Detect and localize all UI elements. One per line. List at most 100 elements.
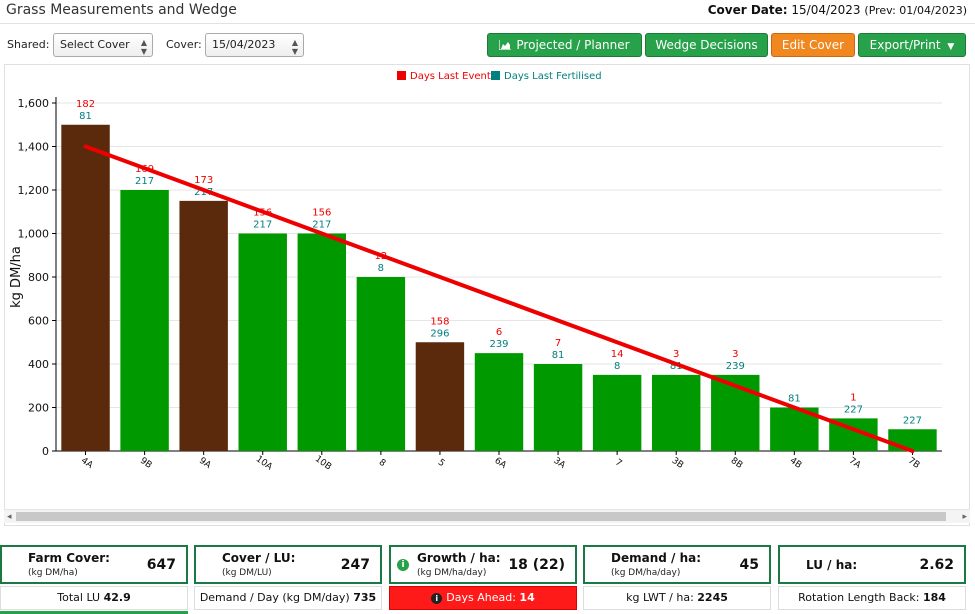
demand-ha-unit: (kg DM/ha/day) [611,568,681,578]
demand-day-label: Demand / Day (kg DM/day) [199,591,350,604]
x-tick-label: 3A [551,456,567,471]
lu-ha-value: 2.62 [919,557,954,573]
days-last-event-label: 6 [496,327,502,338]
cover-label: Cover: [166,38,202,51]
export-print-label: Export/Print [869,38,941,52]
legend-label: Days Last Event [410,71,491,82]
projected-planner-button[interactable]: Projected / Planner [487,33,642,57]
days-ahead-value: 14 [519,591,535,604]
bar [238,233,287,451]
area-chart-icon [498,35,512,57]
bar [120,190,169,451]
days-last-event-label: 158 [430,316,449,327]
y-tick-label: 600 [28,315,49,328]
bar [415,342,465,451]
demand-ha-label: Demand / ha: [611,551,702,565]
bar [651,374,701,451]
edit-cover-button[interactable]: Edit Cover [771,33,855,57]
farm-cover-label: Farm Cover: [28,551,110,565]
lu-ha-card: LU / ha: 2.62 Rotation Length Back: 184 [778,545,966,614]
chart-horizontal-scrollbar[interactable]: ◂ ▸ [4,509,970,523]
days-last-fertilised-label: 239 [489,339,508,350]
days-last-fertilised-label: 8 [378,263,384,274]
days-last-fertilised-label: 81 [552,350,565,361]
demand-day-row: Demand / Day (kg DM/day) 735 [194,586,382,610]
y-tick-label: 200 [28,402,49,415]
cover-lu-value: 247 [340,557,370,573]
rotation-length-value: 184 [922,591,946,604]
legend-swatch [491,71,500,80]
bar [179,200,228,451]
chevron-down-icon: ▲ ▼ [291,38,298,56]
demand-ha-card: Demand / ha: (kg DM/ha/day) 45 kg LWT / … [583,545,771,614]
y-tick-label: 1,200 [18,184,50,197]
y-tick-label: 1,000 [18,228,50,241]
days-last-fertilised-label: 239 [726,361,745,372]
cover-date-label: Cover Date: [707,3,788,17]
days-last-event-label: 14 [611,349,624,360]
cover-lu-unit: (kg DM/LU) [222,568,272,578]
days-last-fertilised-label: 217 [312,220,331,231]
cover-date-value: 15/04/2023 [791,3,861,17]
bar [592,374,642,451]
previous-cover-date: (Prev: 01/04/2023) [864,4,967,17]
info-icon[interactable]: i [431,593,443,604]
days-last-fertilised-label: 296 [430,328,449,339]
x-tick-label: 8 [377,458,388,470]
kg-lwt-label: kg LWT / ha: [626,591,694,604]
demand-day-value: 735 [353,591,377,604]
x-tick-label: 7 [613,458,623,469]
scroll-right-icon[interactable]: ▸ [962,512,967,522]
x-tick-label: 9A [197,456,213,471]
grass-wedge-chart: 0 200 400 600 800 1,000 1,200 1,400 1,600 kg DM/h… [4,64,970,526]
days-ahead-row: i Days Ahead: 14 [389,586,577,610]
days-last-fertilised-label: 81 [670,361,683,372]
days-last-fertilised-label: 217 [135,176,154,187]
days-last-event-label: 182 [76,99,95,110]
page-title: Grass Measurements and Wedge [6,2,237,18]
scroll-left-icon[interactable]: ◂ [7,512,12,522]
projected-planner-label: Projected / Planner [516,38,630,52]
kg-lwt-row: kg LWT / ha: 2245 [583,586,771,610]
x-tick-label: 9B [138,456,153,471]
rotation-length-label: Rotation Length Back: [798,591,920,604]
shared-label: Shared: [7,38,50,51]
cover-date: Cover Date: 15/04/2023 (Prev: 01/04/2023… [708,3,967,17]
days-last-event-label: 173 [194,175,213,186]
scrollbar-thumb[interactable] [16,512,946,521]
days-ahead-label: Days Ahead: [446,591,516,604]
page-header: Grass Measurements and Wedge Cover Date:… [0,0,975,24]
y-tick-label: 1,600 [18,97,50,110]
days-last-fertilised-label: 81 [79,111,92,122]
edit-cover-label: Edit Cover [781,38,845,52]
info-icon[interactable]: i [397,559,409,571]
x-tick-label: 4A [79,456,95,471]
days-last-fertilised-label: 8 [614,361,620,372]
x-tick-label: 3B [670,456,685,471]
total-lu-row: Total LU 42.9 [0,586,188,610]
summary-cards: Farm Cover: (kg DM/ha) 647 Total LU 42.9… [0,545,975,614]
export-print-button[interactable]: Export/Print ▼ [858,33,966,57]
cover-select[interactable]: 15/04/2023 ▲ ▼ [205,33,304,57]
days-last-event-label: 1 [850,392,856,403]
lu-ha-label: LU / ha: [806,558,858,572]
bar [61,124,110,451]
toolbar: Shared: Select Cover ▲ ▼ Cover: 15/04/202… [0,28,975,62]
x-tick-label: 6A [492,456,508,471]
days-last-fertilised-label: 227 [903,415,922,426]
days-last-fertilised-label: 217 [253,220,272,231]
wedge-decisions-button[interactable]: Wedge Decisions [645,33,768,57]
shared-select[interactable]: Select Cover ▲ ▼ [53,33,153,57]
x-tick-label: 7A [847,456,863,471]
farm-cover-value: 647 [146,557,176,573]
days-last-event-label: 3 [673,349,679,360]
y-tick-label: 800 [28,271,49,284]
total-lu-label: Total LU [57,591,101,604]
chart-svg: 0 200 400 600 800 1,000 1,200 1,400 1,600 kg DM/h… [9,71,942,473]
farm-cover-card: Farm Cover: (kg DM/ha) 647 Total LU 42.9 [0,545,188,614]
rotation-length-row: Rotation Length Back: 184 [778,586,966,610]
bar [356,277,406,451]
days-last-event-label: 156 [312,208,331,219]
legend-label: Days Last Fertilised [504,71,602,82]
x-tick-label: 4B [788,456,803,471]
